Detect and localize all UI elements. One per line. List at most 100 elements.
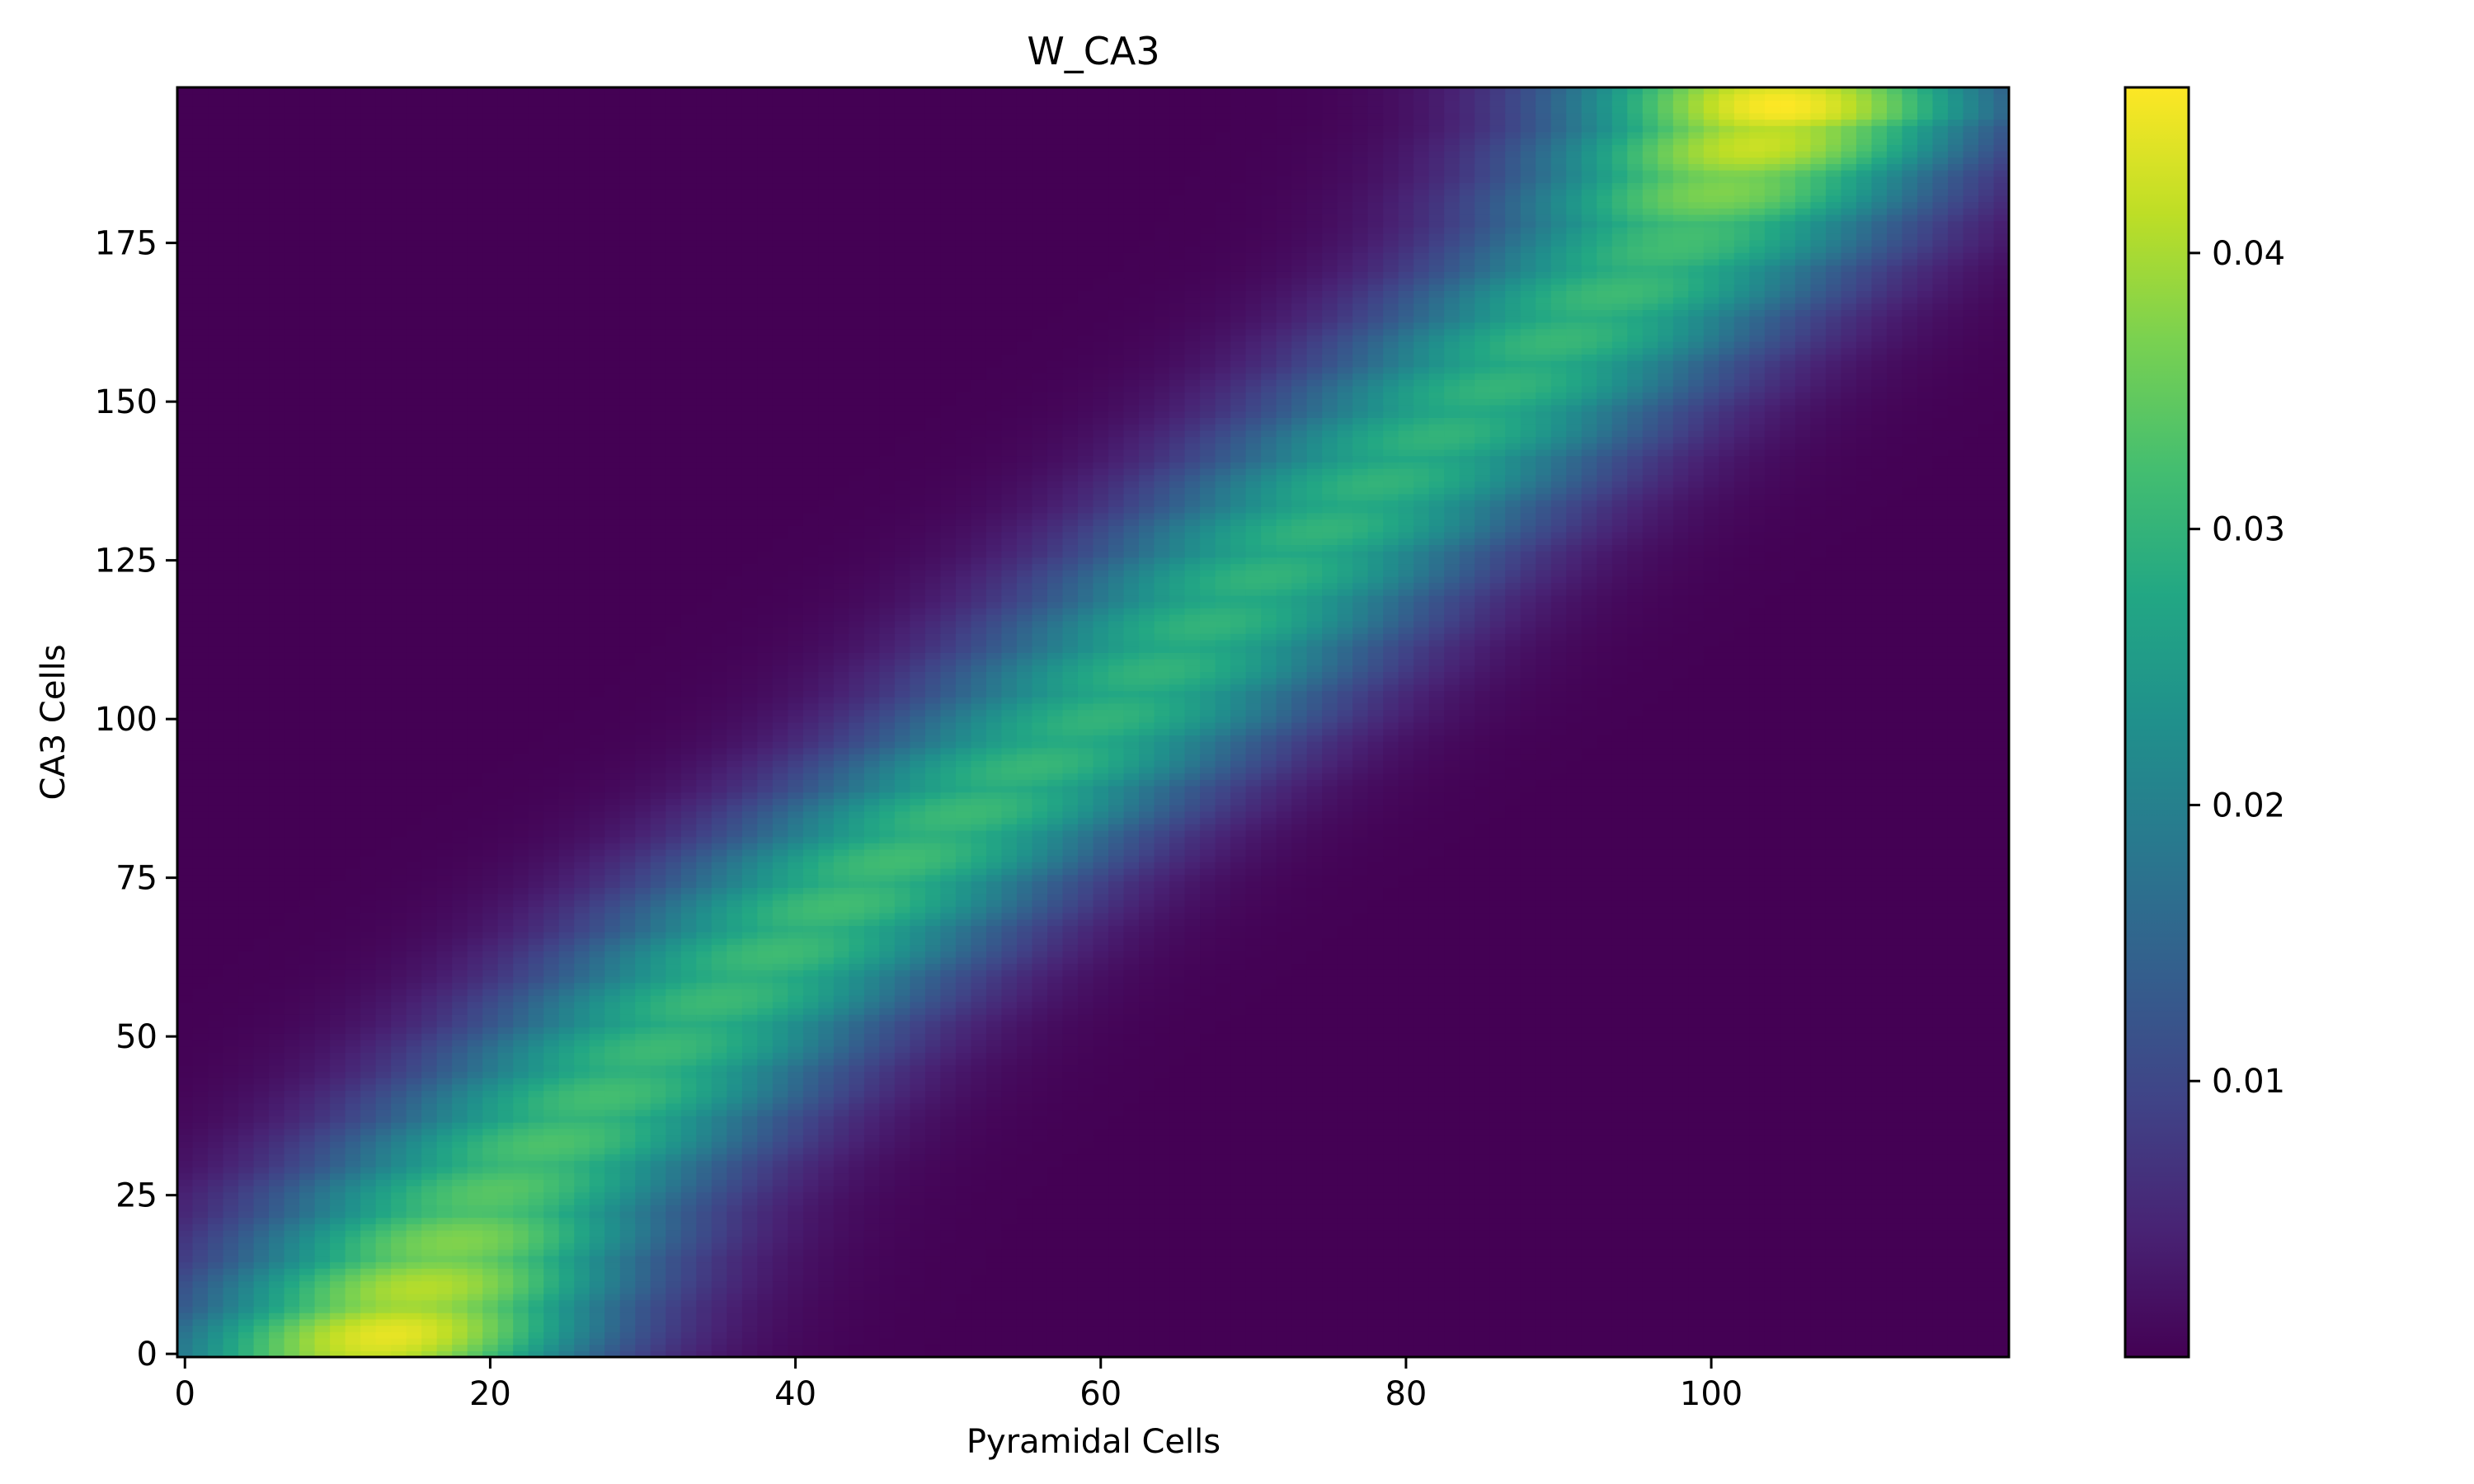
heatmap-cell xyxy=(1765,1319,1780,1326)
heatmap-cell xyxy=(1047,1205,1063,1211)
heatmap-cell xyxy=(1551,1268,1567,1275)
heatmap-cell xyxy=(1795,1211,1811,1218)
heatmap-cell xyxy=(803,1211,819,1218)
heatmap-cell xyxy=(1704,1294,1719,1300)
heatmap-cell xyxy=(346,1242,361,1249)
heatmap-cell xyxy=(285,1313,300,1319)
heatmap-cell xyxy=(681,1326,697,1332)
heatmap-cell xyxy=(1277,1345,1292,1351)
heatmap-cell xyxy=(269,1205,285,1211)
heatmap-cell xyxy=(1963,1287,1978,1294)
heatmap-cell xyxy=(1734,1345,1750,1351)
heatmap-cell xyxy=(757,1319,773,1326)
heatmap-cell xyxy=(1338,1300,1353,1307)
heatmap-cell xyxy=(1978,1268,1994,1275)
heatmap-cell xyxy=(834,1237,849,1243)
heatmap-cell xyxy=(407,1300,422,1307)
heatmap-cell xyxy=(1413,1338,1429,1345)
heatmap-cell xyxy=(1475,1300,1490,1307)
heatmap-cell xyxy=(742,1275,758,1281)
heatmap-cell xyxy=(1887,1249,1903,1256)
heatmap-cell xyxy=(1826,1345,1841,1351)
heatmap-cell xyxy=(910,1275,925,1281)
heatmap-cell xyxy=(757,1242,773,1249)
heatmap-cell xyxy=(712,1306,727,1313)
heatmap-cell xyxy=(376,1218,392,1224)
heatmap-cell xyxy=(620,1345,636,1351)
heatmap-cell xyxy=(1643,1268,1658,1275)
heatmap-cell xyxy=(1612,1345,1628,1351)
heatmap-cell xyxy=(1490,1230,1506,1237)
heatmap-cell xyxy=(1673,1319,1689,1326)
heatmap-cell xyxy=(285,1338,300,1345)
heatmap-cell xyxy=(1993,1300,2009,1307)
heatmap-cell xyxy=(1444,1218,1460,1224)
heatmap-cell xyxy=(1230,1294,1246,1300)
heatmap-cell xyxy=(1460,1237,1475,1243)
heatmap-cell xyxy=(1352,1211,1368,1218)
heatmap-cell xyxy=(193,1223,209,1230)
heatmap-cell xyxy=(1047,1281,1063,1288)
heatmap-cell xyxy=(1841,1218,1856,1224)
heatmap-cell xyxy=(1062,1218,1078,1224)
heatmap-cell xyxy=(635,1268,651,1275)
heatmap-cell xyxy=(1062,1262,1078,1269)
heatmap-cell xyxy=(437,1218,453,1224)
heatmap-cell xyxy=(1017,1287,1032,1294)
heatmap-cell xyxy=(1139,1205,1155,1211)
heatmap-cell xyxy=(1887,1237,1903,1243)
heatmap-cell xyxy=(299,1306,315,1313)
heatmap-cell xyxy=(666,1313,681,1319)
heatmap-cell xyxy=(1643,1256,1658,1262)
heatmap-cell xyxy=(208,1223,223,1230)
heatmap-cell xyxy=(1780,1275,1795,1281)
heatmap-cell xyxy=(1261,1306,1277,1313)
heatmap-cell xyxy=(1291,1275,1307,1281)
heatmap-cell xyxy=(666,1223,681,1230)
heatmap-cell xyxy=(1566,1223,1582,1230)
heatmap-cell xyxy=(1307,1319,1323,1326)
heatmap-cell xyxy=(651,1256,666,1262)
heatmap-cell xyxy=(742,1230,758,1237)
heatmap-cell xyxy=(1230,1319,1246,1326)
heatmap-cell xyxy=(468,1326,483,1332)
heatmap-cell xyxy=(1719,1211,1734,1218)
heatmap-cell xyxy=(1352,1313,1368,1319)
heatmap-cell xyxy=(407,1211,422,1218)
heatmap-cell xyxy=(849,1345,864,1351)
heatmap-cell xyxy=(1765,1237,1780,1243)
heatmap-cell xyxy=(1719,1237,1734,1243)
heatmap-cell xyxy=(1124,1326,1140,1332)
heatmap-cell xyxy=(1826,1230,1841,1237)
heatmap-cell xyxy=(223,1306,239,1313)
heatmap-cell xyxy=(1139,1211,1155,1218)
heatmap-cell xyxy=(391,1326,407,1332)
heatmap-cell xyxy=(1078,1275,1094,1281)
heatmap-cell xyxy=(1169,1262,1185,1269)
heatmap-cell xyxy=(666,1230,681,1237)
heatmap-cell xyxy=(559,1205,575,1211)
heatmap-cell xyxy=(1429,1300,1445,1307)
heatmap-cell xyxy=(1826,1256,1841,1262)
heatmap-cell xyxy=(1963,1218,1978,1224)
heatmap-cell xyxy=(971,1242,986,1249)
heatmap-cell xyxy=(1551,1218,1567,1224)
heatmap-cell xyxy=(1413,1306,1429,1313)
heatmap-cell xyxy=(1978,1262,1994,1269)
heatmap-cell xyxy=(1230,1242,1246,1249)
heatmap-cell xyxy=(482,1331,498,1338)
heatmap-cell xyxy=(590,1230,605,1237)
heatmap-cell xyxy=(742,1242,758,1249)
heatmap-cell xyxy=(1032,1237,1047,1243)
heatmap-cell xyxy=(849,1287,864,1294)
heatmap-cell xyxy=(529,1306,544,1313)
heatmap-cell xyxy=(238,1242,254,1249)
heatmap-cell xyxy=(1627,1338,1643,1345)
heatmap-cell xyxy=(895,1275,910,1281)
heatmap-cell xyxy=(1932,1338,1948,1345)
heatmap-cell xyxy=(574,1345,590,1351)
heatmap-cell xyxy=(269,1313,285,1319)
heatmap-cell xyxy=(712,1319,727,1326)
heatmap-cell xyxy=(1413,1211,1429,1218)
heatmap-cell xyxy=(391,1268,407,1275)
